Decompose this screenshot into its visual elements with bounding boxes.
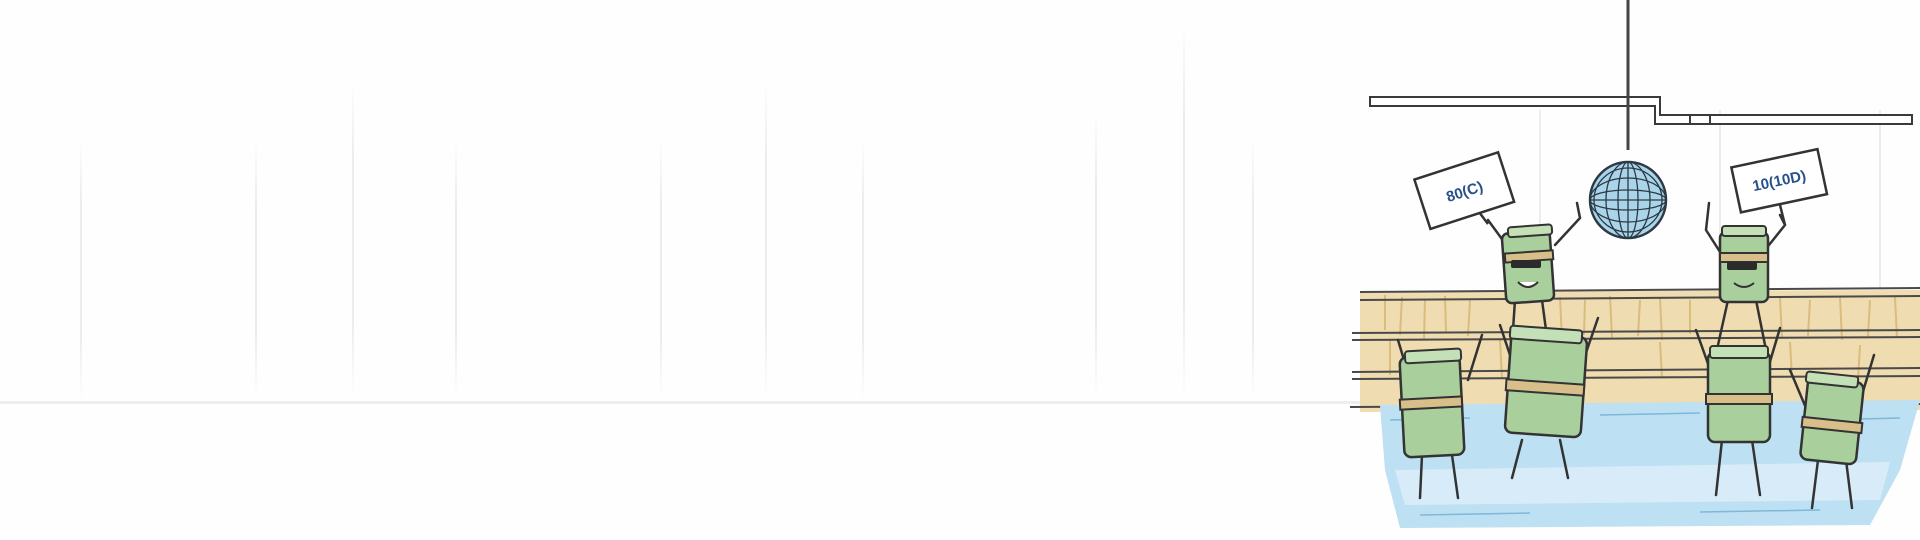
money-character: 10(10D) [1704, 147, 1829, 347]
money-character [1788, 353, 1876, 510]
wall-line [1252, 140, 1254, 400]
money-character [1396, 333, 1484, 500]
wall-line [255, 140, 257, 400]
money-character [1498, 316, 1600, 480]
wooden-stage [1349, 287, 1920, 412]
disco-ball [1588, 160, 1668, 240]
ceiling-pipe [1369, 96, 1913, 125]
floor-line [0, 401, 1360, 404]
wall-line [660, 140, 662, 400]
dancing-money-illustration: 80(C) 10(10D) [1349, 0, 1920, 528]
money-character: 80(C) [1412, 150, 1582, 347]
wall-line [862, 140, 864, 400]
wall-line [1183, 20, 1185, 400]
money-character [1694, 326, 1782, 497]
wall-line [455, 140, 457, 400]
wall-line [352, 80, 354, 400]
wall-line [80, 140, 82, 400]
wall-line [1095, 110, 1097, 400]
wall-line [765, 80, 767, 400]
